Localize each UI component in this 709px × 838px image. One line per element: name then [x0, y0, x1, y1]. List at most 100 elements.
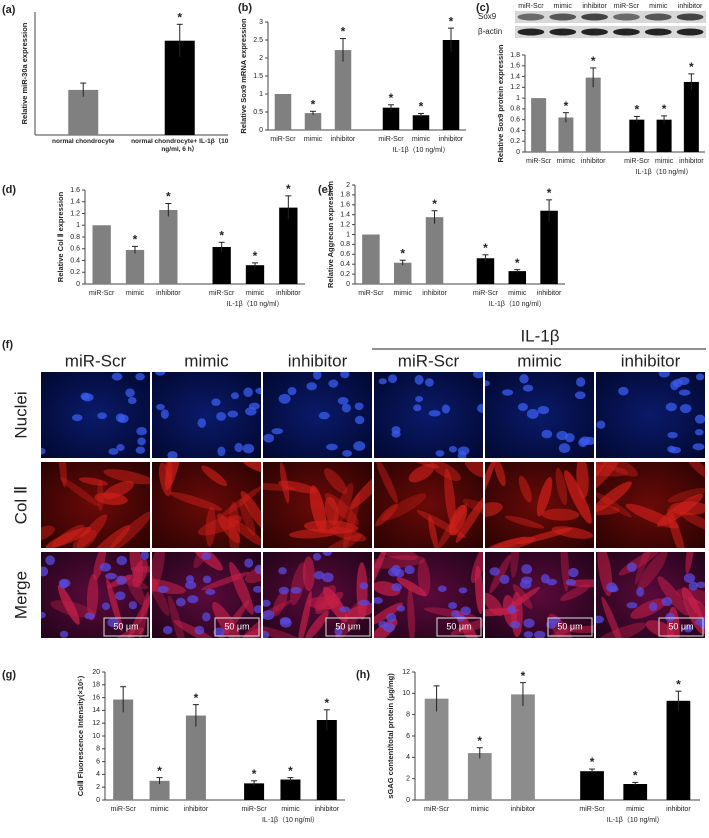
y-tick-label: 1.4: [340, 212, 350, 219]
significance-mark: *: [662, 102, 667, 116]
nucleus: [683, 573, 696, 583]
micrograph-content: [374, 552, 483, 638]
nucleus: [558, 443, 571, 454]
cell: [485, 536, 527, 548]
significance-mark: *: [564, 99, 569, 113]
nucleus: [359, 582, 369, 590]
bar: [425, 217, 444, 284]
nucleus: [197, 418, 207, 428]
bar: [585, 77, 601, 152]
panel-label: (g): [2, 669, 16, 681]
nucleus: [568, 567, 579, 578]
nucleus: [253, 585, 261, 593]
nucleus: [185, 575, 195, 584]
nucleus: [255, 387, 261, 395]
lane-label: inhibitor: [582, 3, 607, 10]
group-label: IL-1β（10 ng/ml）: [227, 300, 284, 308]
column-label: miR-Scr: [398, 351, 460, 370]
nucleus: [341, 403, 351, 413]
nucleus: [522, 384, 534, 392]
x-tick-label: mimic: [126, 290, 145, 297]
nucleus: [135, 373, 145, 381]
nucleus: [278, 586, 290, 595]
x-tick-label: miR-Scr: [89, 290, 115, 297]
cell: [455, 496, 483, 543]
nucleus: [263, 433, 275, 443]
cell: [569, 625, 594, 634]
nucleus: [306, 382, 318, 391]
y-axis-label: sGAG content/total protein (μg/mg): [386, 673, 395, 799]
cell: [596, 492, 632, 518]
micrograph: 50 μm: [263, 552, 372, 638]
nucleus: [328, 379, 339, 388]
x-tick-label: inhibitor: [679, 158, 704, 165]
cell: [219, 485, 261, 519]
nucleus: [41, 566, 49, 577]
nucleus: [415, 396, 424, 403]
micrograph-bg: [596, 372, 705, 458]
nucleus: [388, 567, 400, 577]
x-tick-label: inhibitor: [184, 806, 209, 813]
significance-mark: *: [634, 103, 639, 117]
nucleus: [669, 446, 681, 454]
cell: [596, 505, 620, 516]
cell: [375, 503, 398, 527]
nucleus: [509, 620, 521, 629]
nucleus: [318, 411, 330, 420]
nucleus: [162, 625, 173, 635]
nucleus: [313, 571, 325, 580]
nucleus: [176, 597, 186, 607]
y-tick-label: 0: [406, 797, 410, 804]
nucleus: [334, 626, 343, 637]
cell: [686, 462, 705, 480]
nucleus: [688, 581, 699, 591]
cell: [448, 504, 467, 536]
micrograph-content: [41, 552, 150, 638]
nucleus: [135, 446, 146, 454]
micrograph-bg: [485, 552, 594, 638]
x-tick-label: mimic: [655, 158, 674, 165]
nucleus: [278, 567, 287, 575]
cell: [158, 462, 172, 497]
nucleus: [670, 380, 679, 391]
blot-row-label: Sox9: [478, 12, 497, 21]
nucleus: [140, 552, 149, 561]
micrograph: [263, 372, 372, 458]
blot-band: [549, 28, 577, 36]
blot-band: [676, 13, 704, 21]
y-tick-label: 0: [346, 281, 350, 288]
cell: [485, 608, 520, 617]
cell: [444, 468, 456, 528]
category-label-box: normal chondrocyte+ IL-1β（10 ng/ml, 6 h）: [131, 138, 228, 153]
y-tick-label: 0.2: [340, 271, 350, 278]
micrograph: [596, 462, 705, 548]
micrograph-content: [41, 462, 150, 548]
x-tick-label: miR-Scr: [270, 136, 296, 143]
cell: [305, 610, 329, 638]
blot-band: [517, 28, 545, 36]
micrograph-content: [41, 372, 150, 458]
significance-mark: *: [389, 91, 394, 105]
significance-mark: *: [590, 755, 595, 769]
scale-bar-label: 50 μm: [557, 621, 582, 631]
nucleus: [187, 595, 199, 604]
lane-label: mimic: [649, 3, 668, 10]
cell: [596, 481, 632, 513]
nucleus: [694, 414, 705, 424]
x-tick-label: mimic: [394, 290, 413, 297]
bar: [558, 117, 574, 152]
x-tick-label: mimic: [412, 136, 431, 143]
x-tick-label: inhibitor: [666, 806, 691, 813]
nucleus: [460, 606, 472, 616]
y-tick-label: 1: [76, 222, 80, 229]
nucleus: [458, 587, 468, 594]
nucleus: [160, 409, 169, 419]
micrograph: [485, 372, 594, 458]
micrograph-content: [152, 462, 261, 548]
x-tick-label: miR-Scr: [378, 136, 404, 143]
y-tick-label: 0.4: [510, 127, 520, 134]
cell: [489, 554, 512, 594]
significance-mark: *: [324, 696, 329, 710]
x-tick-label: inhibitor: [156, 290, 181, 297]
cell: [596, 462, 623, 491]
